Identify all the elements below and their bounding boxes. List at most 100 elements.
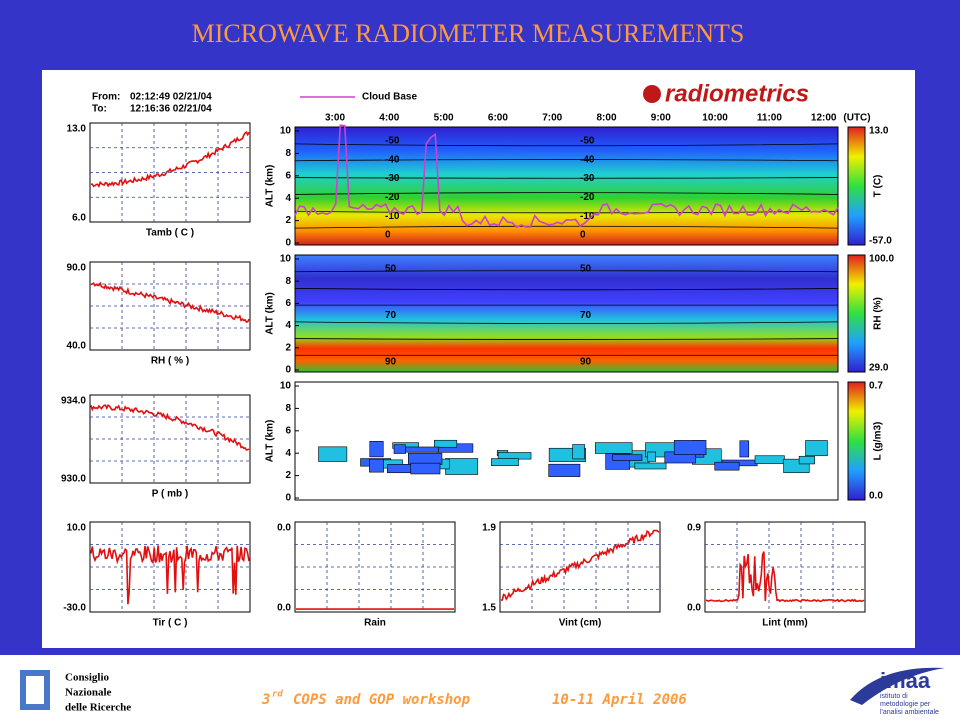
cloud-patch — [404, 446, 439, 453]
trace — [90, 281, 250, 323]
axis-bottom-label: 1.5 — [482, 603, 496, 614]
axis-title: Rain — [364, 618, 386, 629]
header-value: 12:16:36 02/21/04 — [130, 104, 212, 115]
trace — [90, 404, 250, 451]
contour-line — [294, 225, 839, 229]
cnr-logo — [20, 670, 50, 710]
trace — [500, 529, 660, 602]
axis-top-label: 13.0 — [67, 124, 87, 135]
time-label: 10:00 — [702, 113, 728, 124]
org-name: Nazionale — [65, 687, 112, 699]
contour-line — [294, 338, 839, 340]
axis-top-label: 934.0 — [61, 396, 86, 407]
cloud-patch — [318, 446, 348, 462]
colorbar-top: 0.7 — [869, 381, 883, 392]
cloud-patch — [798, 455, 815, 465]
profile-field — [294, 126, 839, 246]
footer-strip — [0, 655, 960, 720]
axis-top-label: 0.9 — [687, 523, 701, 534]
contour-label: 90 — [385, 357, 397, 368]
cloud-patch — [497, 452, 532, 460]
y-tick-label: 4 — [285, 320, 291, 331]
contour-label: 50 — [385, 264, 397, 275]
axis-top-label: 0.0 — [277, 523, 291, 534]
time-label: 6:00 — [488, 113, 508, 124]
trace — [705, 551, 865, 603]
imaa-swoosh — [850, 667, 945, 705]
contour-label: 0 — [385, 230, 391, 241]
axis-title: P ( mb ) — [152, 489, 188, 500]
colorbar-bottom: -57.0 — [869, 236, 892, 247]
legend-label: Cloud Base — [362, 92, 417, 103]
cloud-patch — [445, 458, 479, 475]
trace — [90, 545, 250, 605]
y-tick-label: 8 — [285, 276, 291, 287]
contour-label: 70 — [385, 310, 397, 321]
workshop-name: COPS and GOP workshop — [293, 692, 470, 708]
contour-label: -40 — [580, 154, 595, 165]
axis-title: Tir ( C ) — [153, 618, 188, 629]
axis-top-label: 10.0 — [67, 523, 87, 534]
y-axis-title: ALT (km) — [265, 420, 276, 463]
y-tick-label: 10 — [280, 381, 292, 392]
time-label: 8:00 — [596, 113, 616, 124]
slide-title: MICROWAVE RADIOMETER MEASUREMENTS — [192, 19, 745, 48]
workshop-ordinal-suffix: rd — [272, 690, 283, 700]
header-label: To: — [92, 104, 107, 115]
cloud-patch — [369, 441, 384, 458]
cloud-patch — [754, 455, 785, 464]
y-tick-label: 0 — [285, 238, 291, 249]
contour-line — [294, 143, 839, 147]
contour-label: 70 — [580, 310, 592, 321]
contour-line — [294, 177, 839, 179]
y-tick-label: 6 — [285, 425, 291, 436]
colorbar — [847, 254, 866, 373]
contour-label: -50 — [385, 136, 400, 147]
axis-top-label: 1.9 — [482, 523, 496, 534]
y-tick-label: 10 — [280, 254, 292, 265]
imaa-line: metodologie per — [880, 701, 931, 708]
contour-line — [294, 321, 839, 324]
y-tick-label: 6 — [285, 170, 291, 181]
contour-label: -10 — [385, 211, 400, 222]
contour-line — [294, 192, 839, 195]
contour-line — [294, 210, 839, 214]
axis-title: Vint (cm) — [559, 618, 602, 629]
y-tick-label: 10 — [280, 126, 292, 137]
cloud-patch — [369, 458, 384, 473]
imaa-line: istituto di — [880, 693, 908, 700]
contour-label: -10 — [580, 211, 595, 222]
time-label: 3:00 — [325, 113, 345, 124]
contour-line — [294, 270, 839, 273]
workshop-ordinal: 3 — [261, 692, 270, 708]
y-tick-label: 2 — [285, 342, 291, 353]
colorbar-title: T (C) — [873, 175, 884, 198]
workshop-dates: 10-11 April 2006 — [552, 692, 687, 708]
contour-label: -40 — [385, 154, 400, 165]
imaa-line: l'analisi ambientale — [880, 709, 939, 716]
axis-bottom-label: -30.0 — [63, 603, 86, 614]
contour-label: -20 — [580, 192, 595, 203]
contour-line — [294, 288, 839, 291]
axis-bottom-label: 40.0 — [67, 341, 87, 352]
colorbar — [847, 126, 866, 246]
axis-bottom-label: 0.0 — [687, 603, 701, 614]
profile-field — [294, 381, 839, 501]
colorbar-title: RH (%) — [873, 297, 884, 330]
colorbar-top: 13.0 — [869, 126, 889, 137]
axis-title: RH ( % ) — [151, 356, 189, 367]
axis-bottom-label: 0.0 — [277, 603, 291, 614]
cloud-patch — [739, 440, 750, 458]
trace — [90, 131, 250, 188]
axis-title: Tamb ( C ) — [146, 228, 194, 239]
y-tick-label: 0 — [285, 365, 291, 376]
time-label: 11:00 — [757, 113, 782, 124]
cloud-patch — [393, 444, 406, 454]
cloud-patch — [434, 439, 458, 448]
time-unit: (UTC) — [843, 113, 870, 124]
time-label: 5:00 — [434, 113, 454, 124]
y-tick-label: 4 — [285, 448, 291, 459]
y-tick-label: 2 — [285, 470, 291, 481]
